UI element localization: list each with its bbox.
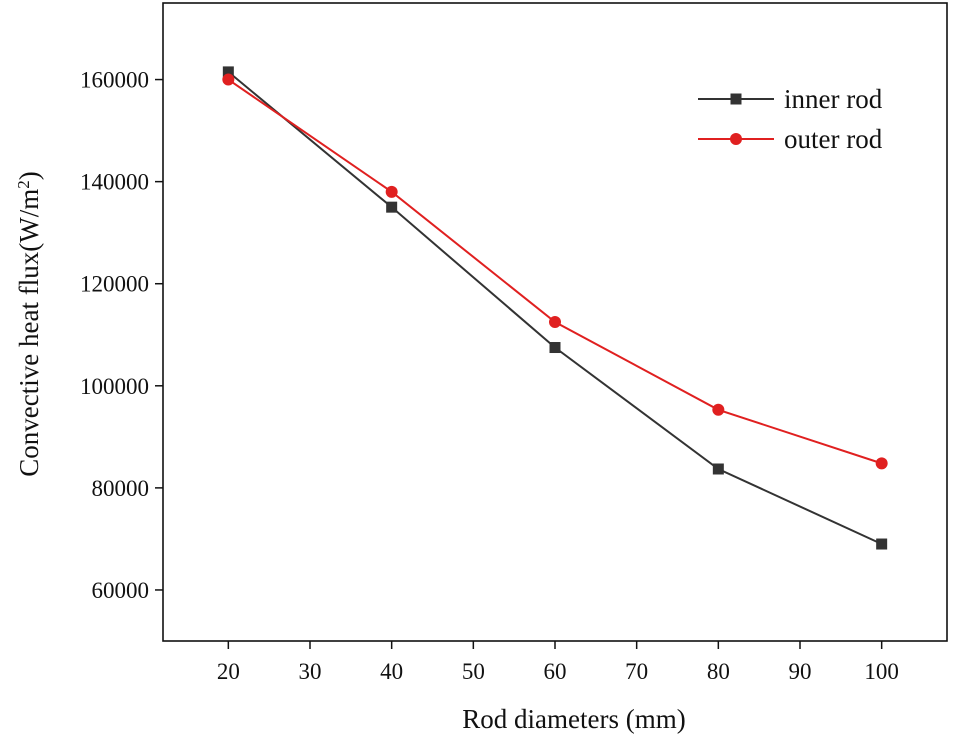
- y-axis-title-superscript: 2: [14, 180, 33, 189]
- y-axis-title: Convective heat flux(W/m2): [14, 171, 45, 476]
- inner-rod-point: [222, 66, 234, 78]
- x-tick-label: 30: [299, 659, 322, 684]
- y-tick-label: 100000: [80, 374, 149, 399]
- inner-rod-point: [386, 201, 398, 213]
- outer-rod-point: [549, 316, 561, 328]
- legend-outer-rod-label: outer rod: [784, 124, 883, 154]
- outer-rod-point: [875, 457, 888, 470]
- y-tick-label: 160000: [80, 68, 149, 93]
- inner-rod-point: [876, 538, 888, 550]
- inner-rod-point: [549, 342, 561, 354]
- legend-inner-rod-label: inner rod: [784, 84, 883, 114]
- y-tick-label: 60000: [92, 578, 150, 603]
- x-tick-label: 40: [380, 659, 403, 684]
- x-tick-label: 20: [217, 659, 240, 684]
- series-layer: [222, 66, 888, 550]
- y-tick-label: 80000: [92, 476, 150, 501]
- inner-rod-point: [712, 463, 724, 475]
- x-tick-label: 50: [462, 659, 485, 684]
- legend: inner rod outer rod: [698, 84, 883, 154]
- y-axis-title-end: ): [14, 171, 44, 180]
- y-tick-label: 120000: [80, 272, 149, 297]
- y-tick-label: 140000: [80, 170, 149, 195]
- outer-rod-point: [385, 185, 398, 198]
- outer-rod-point: [222, 73, 235, 86]
- legend-outer-rod-marker: [730, 133, 742, 145]
- x-axis-title: Rod diameters (mm): [462, 704, 685, 734]
- legend-inner-rod-marker: [730, 93, 742, 105]
- axis-ticks: 20 30 40 50 60 70 80 90 100 60000 80000 100000 12000…: [80, 68, 899, 684]
- x-tick-label: 80: [707, 659, 730, 684]
- y-axis-title-main: Convective heat flux(W/m: [14, 189, 44, 477]
- x-tick-label: 90: [789, 659, 812, 684]
- x-tick-label: 100: [864, 659, 899, 684]
- outer-rod-point: [712, 403, 725, 416]
- x-tick-label: 60: [544, 659, 567, 684]
- x-tick-label: 70: [625, 659, 648, 684]
